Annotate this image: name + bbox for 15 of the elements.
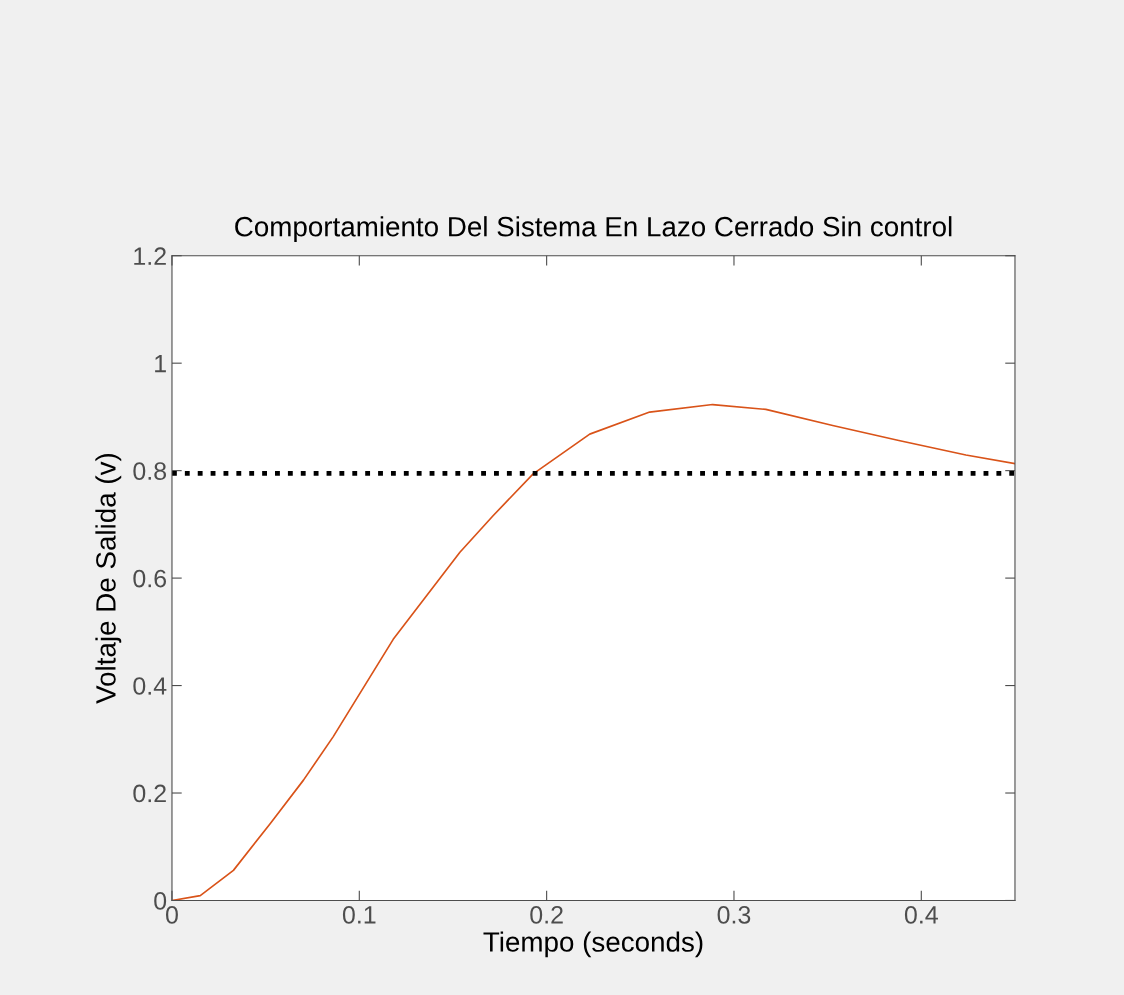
y-tick-label: 0.8 [133,462,167,480]
y-axis-title: Voltaje De Salida (v) [95,453,122,704]
x-tick-label: 0 [166,906,178,924]
y-tick-label: 0.6 [133,569,167,588]
chart-title: Comportamiento Del Sistema En Lazo Cerrado Sin control [235,216,952,243]
x-tick-label: 0.2 [530,906,563,924]
x-tick-label: 0.1 [342,906,376,924]
x-tick-label: 0.4 [904,906,938,924]
y-tick-label: 0.2 [133,784,166,803]
y-tick-label: 0.4 [133,677,167,695]
x-tick-label: 0.3 [717,906,751,924]
y-tick-label: 1.2 [134,247,166,265]
y-tick-label: 1 [155,355,166,373]
y-tick-label: 0 [154,892,167,910]
x-axis-title: Tiempo (seconds) [483,931,703,958]
